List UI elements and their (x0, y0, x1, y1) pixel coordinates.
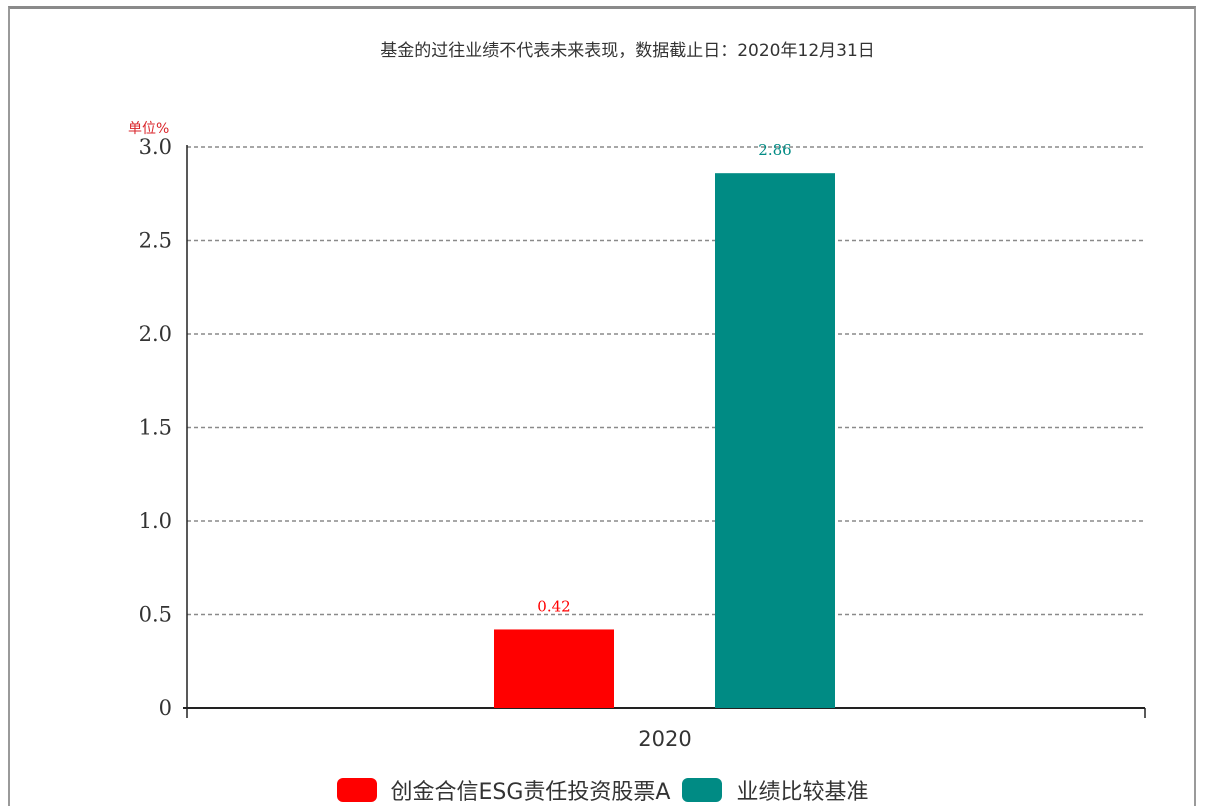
y-tick-label: 1.5 (139, 416, 172, 440)
legend-label-benchmark: 业绩比较基准 (736, 780, 869, 805)
bar-benchmark (715, 173, 835, 708)
legend-item-benchmark[interactable]: 业绩比较基准 (682, 774, 868, 806)
legend-label-fund: 创金合信ESG责任投资股票A (390, 780, 671, 805)
y-tick-label: 2.5 (139, 229, 172, 253)
chart-subtitle: 基金的过往业绩不代表未来表现，数据截止日：2020年12月31日 (380, 41, 875, 61)
data-label: 2.86 (758, 141, 791, 159)
chart-frame (8, 6, 1196, 806)
y-axis-unit-label: 单位% (128, 121, 170, 137)
legend-swatch-fund (336, 778, 377, 802)
legend-item-fund[interactable]: 创金合信ESG责任投资股票A (336, 774, 671, 806)
y-tick-label: 2.0 (139, 322, 172, 346)
legend-swatch-benchmark (682, 778, 723, 802)
x-category-label: 2020 (638, 727, 691, 751)
y-tick-label: 1.0 (139, 509, 172, 533)
legend: 创金合信ESG责任投资股票A 业绩比较基准 (0, 774, 1205, 806)
y-tick-label: 0 (159, 696, 172, 720)
y-tick-label: 0.5 (139, 603, 172, 627)
bar-fund (494, 629, 614, 708)
y-tick-label: 3.0 (139, 135, 172, 159)
data-label: 0.42 (537, 597, 570, 615)
